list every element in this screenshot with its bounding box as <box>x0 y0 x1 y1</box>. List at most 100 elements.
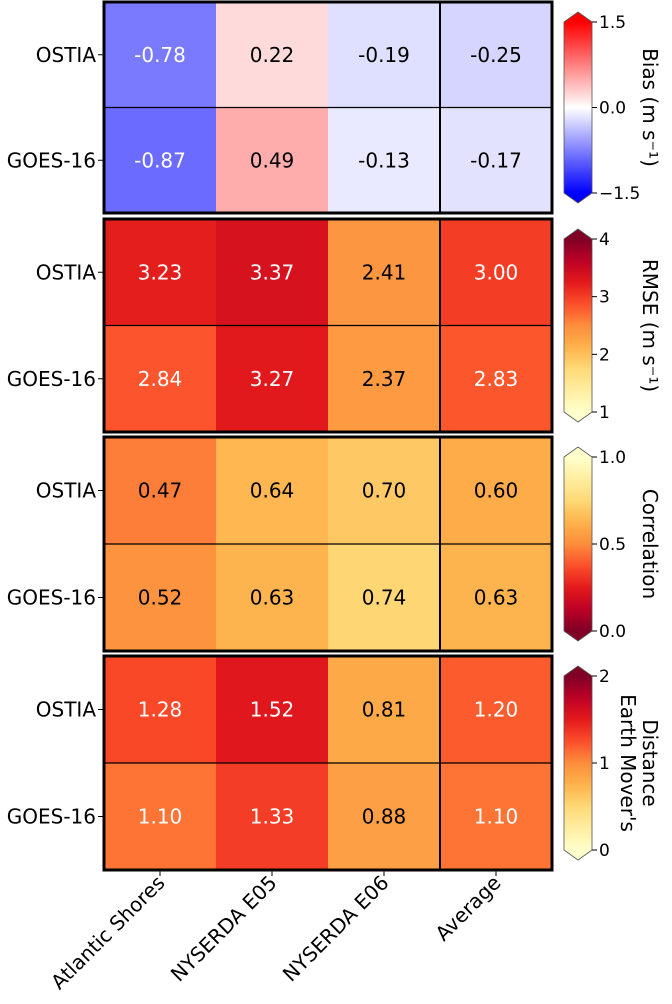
panel-frame <box>102 0 554 215</box>
cell-value-label: -0.78 <box>134 43 186 67</box>
x-tick-label: Average <box>430 871 505 946</box>
y-tick-label: GOES-16 <box>7 367 96 391</box>
colorbar-bias: −1.5 0.0 1.5 Bias (m s⁻¹) <box>563 11 662 204</box>
cell-value-label: 0.63 <box>474 586 519 610</box>
heatmap-cell <box>328 325 441 433</box>
y-tick-label: OSTIA <box>36 479 97 503</box>
x-tick-label: NYSERDA E05 <box>166 871 282 987</box>
heatmap-cell <box>104 219 217 326</box>
heatmap-cell <box>104 763 217 871</box>
heatmap-cell <box>216 656 329 764</box>
heatmap-cell <box>216 2 329 108</box>
heatmap-cell <box>104 2 217 108</box>
heatmap-cell <box>216 437 329 545</box>
heatmap-cell <box>328 219 441 326</box>
heatmap-cell <box>216 107 329 214</box>
heatmap-cell <box>440 2 553 108</box>
cell-value-label: 0.81 <box>362 698 407 722</box>
heatmap-cell <box>104 107 217 214</box>
cell-value-label: 1.10 <box>138 805 183 829</box>
colorbar-gradient <box>564 676 592 850</box>
colorbar-correlation: 0.0 0.5 1.0 Correlation <box>563 446 662 642</box>
colorbar-label: Distance <box>638 719 662 806</box>
colorbar-tick-label: 3 <box>599 288 610 308</box>
colorbar-extend-max <box>564 229 592 239</box>
heatmap-cell <box>328 656 441 764</box>
x-tick-label: Atlantic Shores <box>46 871 169 994</box>
y-tick-label: GOES-16 <box>7 586 96 610</box>
cell-value-label: 0.47 <box>138 479 183 503</box>
colorbar-tick-label: 0.0 <box>599 622 626 642</box>
cell-value-label: 0.22 <box>250 43 295 67</box>
colorbar-gradient <box>564 239 592 412</box>
y-tick-label: GOES-16 <box>7 805 96 829</box>
heatmap-cell <box>328 763 441 871</box>
cell-value-label: -0.17 <box>470 148 522 172</box>
heatmap-cell <box>216 763 329 871</box>
cell-value-label: 0.74 <box>362 586 407 610</box>
cell-value-label: 3.27 <box>250 367 295 391</box>
cell-value-label: 3.23 <box>138 260 183 284</box>
cell-value-label: 2.41 <box>362 260 407 284</box>
heatmap-cell <box>216 325 329 433</box>
colorbar-tick-label: 2 <box>599 345 610 365</box>
cell-value-label: 2.37 <box>362 367 407 391</box>
colorbar-tick-label: −1.5 <box>599 184 640 204</box>
cell-value-label: 1.33 <box>250 805 295 829</box>
y-tick-label: OSTIA <box>36 260 97 284</box>
colorbar-label: Correlation <box>638 489 662 599</box>
colorbar-tick-label: 0.5 <box>599 535 626 555</box>
cell-value-label: 2.84 <box>138 367 183 391</box>
panel-frame <box>102 217 554 434</box>
cell-value-label: -0.25 <box>470 43 522 67</box>
y-tick-label: OSTIA <box>36 698 97 722</box>
heatmap-cell <box>104 544 217 652</box>
panel-correlation: 0.47 0.64 0.70 0.60 0.52 0.63 0.74 0.63 OSTIA GOE… <box>7 435 554 653</box>
cell-value-label: -0.19 <box>358 43 410 67</box>
x-tick-label: NYSERDA E06 <box>278 871 394 987</box>
heatmap-cell <box>440 656 553 764</box>
cell-value-label: 3.37 <box>250 260 295 284</box>
colorbar-rmse: 1 2 3 4 RMSE (m s⁻¹) <box>563 228 662 423</box>
colorbar-tick-label: 2 <box>599 667 610 687</box>
cell-value-label: 0.49 <box>250 148 295 172</box>
cell-value-label: 0.52 <box>138 586 183 610</box>
heatmap-cell <box>440 325 553 433</box>
cell-value-label: 1.52 <box>250 698 295 722</box>
cell-value-label: -0.87 <box>134 148 186 172</box>
cell-value-label: -0.13 <box>358 148 410 172</box>
heatmap-cell <box>328 544 441 652</box>
cell-value-label: 0.88 <box>362 805 407 829</box>
panel-frame <box>102 435 554 653</box>
cell-value-label: 0.60 <box>474 479 519 503</box>
y-tick-label: GOES-16 <box>7 148 96 172</box>
heatmap-cell <box>440 544 553 652</box>
cell-value-label: 3.00 <box>474 260 519 284</box>
heatmap-cell <box>104 656 217 764</box>
colorbar-gradient <box>564 22 592 193</box>
colorbar-gradient <box>564 457 592 631</box>
colorbar-tick-label: 0 <box>599 841 610 861</box>
colorbar-extend-min <box>564 850 592 860</box>
colorbar-tick-label: 4 <box>599 230 610 250</box>
heatmap-cell <box>440 107 553 214</box>
y-tick-label: OSTIA <box>36 43 97 67</box>
heatmap-cell <box>328 437 441 545</box>
heatmap-cell <box>440 763 553 871</box>
cell-value-label: 0.70 <box>362 479 407 503</box>
heatmap-cell <box>216 544 329 652</box>
heatmap-cell <box>440 437 553 545</box>
colorbar-extend-max <box>564 447 592 457</box>
panel-frame <box>102 654 554 872</box>
heatmap-cell <box>440 219 553 326</box>
heatmap-cell <box>216 219 329 326</box>
cell-value-label: 1.10 <box>474 805 519 829</box>
colorbar-label: Bias (m s⁻¹) <box>638 48 662 167</box>
cell-value-label: 0.64 <box>250 479 295 503</box>
heatmap-cell <box>328 2 441 108</box>
cell-value-label: 1.20 <box>474 698 519 722</box>
colorbar-tick-label: 1.5 <box>599 13 626 33</box>
colorbar-label: Earth Mover's <box>616 694 640 832</box>
colorbar-tick-label: 1 <box>599 403 610 423</box>
